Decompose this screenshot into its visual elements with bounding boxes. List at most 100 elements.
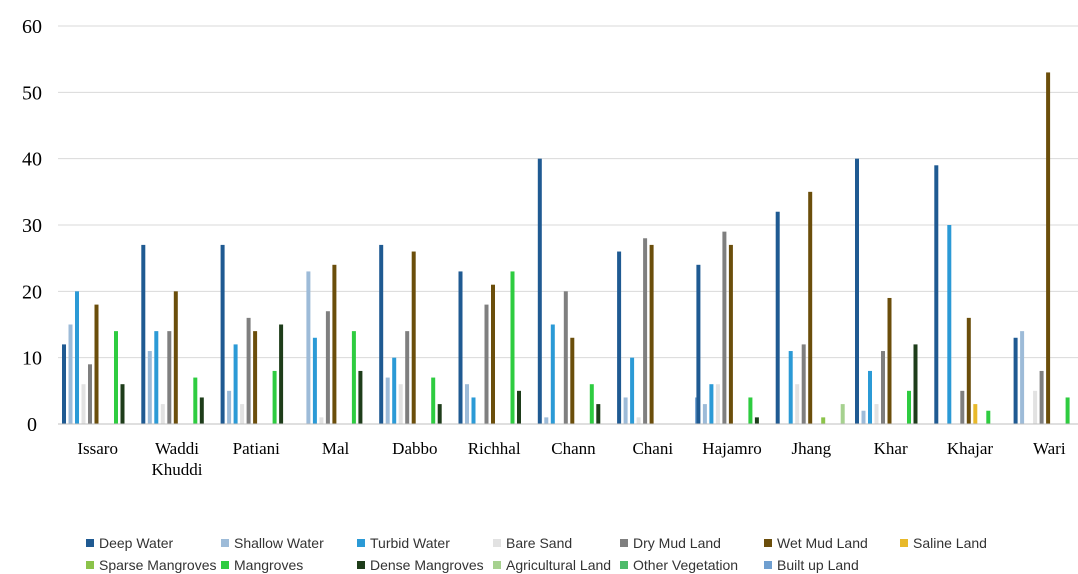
- legend-swatch-built-up-land: [764, 561, 772, 569]
- grid-lines: [58, 25, 1078, 359]
- bar-waddi-khuddi-deep-water: [141, 244, 146, 424]
- legend-label-dense-mangroves: Dense Mangroves: [370, 557, 484, 573]
- x-category-label-khajar: Khajar: [947, 439, 994, 458]
- bar-issaro-mangroves: [114, 331, 118, 424]
- bar-chani-bare-sand: [636, 417, 641, 424]
- bar-dabbo-bare-sand: [398, 384, 403, 424]
- legend-swatch-wet-mud-land: [764, 539, 772, 547]
- bar-issaro-dry-mud-land: [88, 364, 92, 424]
- bar-richhal-dense-mangroves: [517, 390, 521, 424]
- x-category-label-dabbo: Dabbo: [392, 439, 437, 458]
- x-category-label-patiani: Patiani: [233, 439, 280, 458]
- bar-waddi-khuddi-mangroves: [193, 377, 198, 424]
- bar-wari-bare-sand: [1033, 390, 1038, 424]
- bar-dabbo-dense-mangroves: [437, 404, 442, 424]
- bar-dabbo-dry-mud-land: [405, 331, 410, 424]
- legend-swatch-mangroves: [221, 561, 229, 569]
- y-tick-label-0: 0: [27, 414, 37, 436]
- bar-dabbo-mangroves: [431, 377, 436, 424]
- bar-hajamro-dense-mangroves: [754, 417, 759, 424]
- bar-hajamro-wet-mud-land: [728, 244, 733, 424]
- bar-khajar-deep-water: [934, 165, 939, 425]
- legend-label-agricultural-land: Agricultural Land: [506, 557, 611, 573]
- x-category-label-chann: Chann: [551, 439, 596, 458]
- bars: [62, 72, 1070, 425]
- x-category-label-khar: Khar: [874, 439, 908, 458]
- legend-swatch-bare-sand: [493, 539, 501, 547]
- bar-chann-deep-water: [537, 158, 542, 424]
- bar-issaro-dense-mangroves: [120, 384, 125, 424]
- bar-patiani-wet-mud-land: [253, 331, 258, 424]
- bar-khajar-saline-land: [973, 404, 978, 424]
- legend-label-built-up-land: Built up Land: [777, 557, 859, 573]
- legend-label-sparse-mangroves: Sparse Mangroves: [99, 557, 217, 573]
- legend-swatch-saline-land: [900, 539, 908, 547]
- legend-swatch-turbid-water: [357, 539, 365, 547]
- y-tick-label-20: 20: [22, 281, 42, 303]
- bar-issaro-wet-mud-land: [94, 304, 99, 424]
- bar-jhang-turbid-water: [788, 351, 793, 424]
- bar-jhang-wet-mud-land: [808, 191, 813, 424]
- bar-patiani-dense-mangroves: [279, 324, 284, 424]
- bar-chann-dry-mud-land: [563, 291, 568, 424]
- bar-patiani-turbid-water: [233, 344, 238, 424]
- bar-khajar-turbid-water: [947, 225, 952, 424]
- legend-swatch-dense-mangroves: [357, 561, 365, 569]
- x-category-label-hajamro: Hajamro: [702, 439, 761, 458]
- bar-dabbo-shallow-water: [385, 377, 390, 424]
- legend-label-turbid-water: Turbid Water: [370, 535, 450, 551]
- bar-richhal-wet-mud-land: [491, 284, 495, 424]
- bar-mal-mangroves: [351, 331, 356, 424]
- bar-waddi-khuddi-dense-mangroves: [199, 397, 204, 424]
- legend-swatch-other-vegetation: [620, 561, 628, 569]
- bar-khajar-mangroves: [986, 410, 991, 424]
- bar-jhang-agricultural-land: [840, 404, 845, 424]
- x-category-label-issaro: Issaro: [77, 439, 118, 458]
- x-category-label-chani: Chani: [632, 439, 673, 458]
- bar-chann-shallow-water: [544, 417, 549, 424]
- bar-waddi-khuddi-shallow-water: [147, 351, 152, 424]
- legend-label-wet-mud-land: Wet Mud Land: [777, 535, 868, 551]
- y-tick-label-30: 30: [22, 215, 42, 237]
- legend-swatch-dry-mud-land: [620, 539, 628, 547]
- bar-chani-shallow-water: [623, 397, 628, 424]
- bar-khar-shallow-water: [861, 410, 866, 424]
- bar-khar-turbid-water: [868, 370, 872, 424]
- y-tick-label-10: 10: [22, 348, 42, 370]
- x-category-label-mal: Mal: [322, 439, 350, 458]
- bar-hajamro-mangroves: [748, 397, 753, 424]
- bar-dabbo-turbid-water: [392, 357, 397, 424]
- legend-label-other-vegetation: Other Vegetation: [633, 557, 738, 573]
- bar-chann-turbid-water: [550, 324, 555, 424]
- bar-wari-dry-mud-land: [1039, 370, 1044, 424]
- bar-wari-shallow-water: [1020, 331, 1025, 424]
- bar-chani-dry-mud-land: [643, 238, 648, 424]
- bar-mal-turbid-water: [312, 337, 317, 424]
- bar-dabbo-deep-water: [379, 244, 384, 424]
- bar-wari-deep-water: [1013, 337, 1018, 424]
- legend-label-deep-water: Deep Water: [99, 535, 174, 551]
- bar-khar-wet-mud-land: [887, 297, 892, 424]
- y-axis-ticks: 0 10 20 30 40 50 60: [22, 16, 42, 436]
- bar-chani-turbid-water: [630, 357, 635, 424]
- bar-richhal-shallow-water: [465, 384, 469, 424]
- x-category-label-jhang: Jhang: [792, 439, 832, 458]
- bar-waddi-khuddi-turbid-water: [154, 331, 159, 424]
- y-tick-label-40: 40: [22, 149, 42, 171]
- bar-jhang-sparse-mangroves: [821, 417, 826, 424]
- bar-issaro-turbid-water: [75, 291, 79, 424]
- bar-chann-mangroves: [589, 384, 594, 424]
- bar-hajamro-bare-sand: [715, 384, 720, 424]
- bar-mal-wet-mud-land: [332, 264, 337, 424]
- bar-hajamro-shallow-water: [702, 404, 707, 424]
- bar-wari-mangroves: [1065, 397, 1070, 424]
- bar-chani-wet-mud-land: [649, 244, 654, 424]
- bar-wari-wet-mud-land: [1046, 72, 1051, 424]
- bar-jhang-deep-water: [775, 211, 780, 424]
- legend-swatch-shallow-water: [221, 539, 229, 547]
- legend: Deep Water Shallow Water Turbid Water Bare …: [86, 535, 987, 573]
- x-category-label-wari: Wari: [1033, 439, 1066, 458]
- bar-khar-deep-water: [855, 158, 859, 424]
- bar-hajamro-dry-mud-land: [722, 231, 727, 424]
